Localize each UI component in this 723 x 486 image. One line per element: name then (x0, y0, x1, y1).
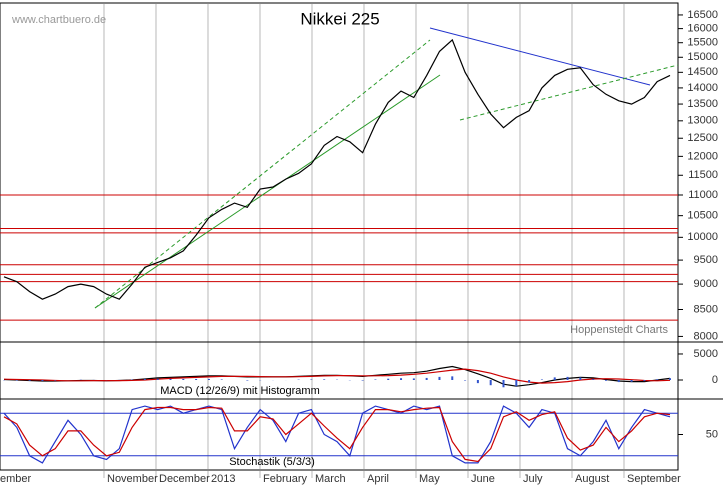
x-tick-label: February (263, 473, 308, 485)
y-tick-label: 14000 (687, 82, 718, 94)
y-tick-label: 11500 (688, 169, 718, 181)
histogram-bar (374, 379, 377, 380)
y-tick-label: 50 (706, 428, 718, 440)
watermark: www.chartbuero.de (11, 14, 106, 26)
histogram-bar (400, 378, 403, 380)
histogram-bar (28, 380, 31, 381)
histogram-bar (156, 378, 159, 380)
histogram-bar (528, 380, 531, 383)
series-line (3, 368, 671, 384)
x-tick-label: September (627, 473, 681, 485)
histogram-bar (361, 380, 364, 381)
histogram-bar (310, 379, 313, 380)
histogram-bar (15, 380, 18, 381)
series-line (3, 406, 671, 463)
histogram-bar (553, 377, 556, 380)
histogram-bar (220, 379, 223, 380)
histogram-bar (579, 377, 582, 380)
chart-title: Nikkei 225 (300, 9, 379, 28)
trend-line (94, 39, 431, 309)
trend-line (429, 27, 651, 86)
trend-line (94, 74, 441, 309)
y-tick-label: 12500 (687, 132, 718, 144)
x-tick-label: June (471, 473, 495, 485)
histogram-bar (387, 378, 390, 380)
y-tick-label: 12000 (687, 150, 718, 162)
panel-label: MACD (12/26/9) mit Histogramm (160, 385, 320, 397)
series-line (3, 38, 671, 300)
histogram-bar (246, 380, 249, 381)
plot-frame (0, 2, 679, 471)
x-tick-label: ember (0, 473, 32, 485)
histogram-bar (425, 377, 428, 380)
y-tick-label: 15000 (687, 51, 718, 63)
x-tick-label: April (367, 473, 389, 485)
histogram-bar (143, 378, 146, 380)
histogram-bar (323, 379, 326, 380)
histogram-bar (195, 378, 198, 380)
y-tick-label: 9000 (694, 278, 718, 290)
histogram-bar (566, 376, 569, 380)
y-tick-label: 9500 (694, 254, 718, 266)
y-tick-label: 11000 (688, 189, 718, 201)
x-tick-label: March (315, 473, 346, 485)
histogram-bar (41, 380, 44, 382)
x-tick-label: July (523, 473, 543, 485)
histogram-bar (669, 378, 671, 380)
series-line (3, 405, 671, 464)
histogram-bar (617, 380, 620, 383)
histogram-bar (540, 379, 543, 380)
y-tick-label: 14500 (687, 66, 718, 78)
panel-label: Stochastik (5/3/3) (229, 456, 315, 468)
source-label: Hoppenstedt Charts (570, 324, 668, 336)
y-tick-label: 8000 (694, 330, 718, 342)
x-tick-label: 2013 (211, 473, 235, 485)
y-tick-label: 13500 (687, 98, 718, 110)
x-tick-label: May (419, 473, 440, 485)
y-tick-label: 10000 (687, 231, 718, 243)
histogram-bar (182, 378, 185, 380)
histogram-bar (656, 379, 659, 380)
y-tick-label: 16500 (687, 9, 718, 21)
y-tick-label: 10500 (687, 210, 718, 222)
histogram-bar (412, 378, 415, 380)
histogram-bar (464, 380, 467, 381)
histogram-bar (515, 380, 518, 387)
trend-line (459, 64, 679, 121)
histogram-bar (54, 380, 57, 381)
histogram-bar (592, 378, 595, 380)
y-tick-label: 5000 (694, 348, 718, 360)
y-tick-label: 0 (712, 374, 718, 386)
histogram-bar (207, 378, 210, 380)
histogram-bar (489, 380, 492, 386)
histogram-bar (438, 376, 441, 380)
histogram-bar (169, 378, 172, 380)
x-tick-label: August (575, 473, 609, 485)
histogram-bar (604, 380, 607, 381)
histogram-bar (476, 380, 479, 384)
y-tick-label: 16000 (687, 23, 718, 35)
histogram-bar (451, 376, 454, 380)
histogram-bar (643, 380, 646, 382)
histogram-bar (502, 380, 505, 388)
histogram-bar (630, 380, 633, 382)
x-tick-label: November (107, 473, 158, 485)
y-tick-label: 8500 (694, 303, 718, 315)
x-tick-label: December (159, 473, 210, 485)
y-tick-label: 13000 (687, 115, 718, 127)
y-tick-label: 15500 (687, 37, 718, 49)
